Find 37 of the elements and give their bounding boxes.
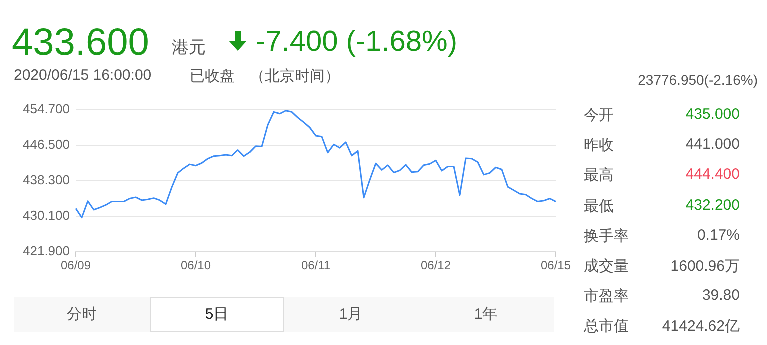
text: 1年 bbox=[418, 297, 554, 332]
text: 444.400 bbox=[684, 166, 740, 184]
y-tick-label: 446.500 bbox=[23, 137, 70, 152]
text: 今开 bbox=[584, 106, 614, 125]
text: -7.400 (-1.68%) bbox=[256, 26, 458, 59]
text: 2020/06/15 16:00:00 bbox=[14, 67, 152, 84]
x-tick-label: 06/15 bbox=[540, 258, 572, 273]
x-tick-label: 06/10 bbox=[180, 258, 212, 273]
text: 分时 bbox=[14, 297, 150, 332]
text: 已收盘 bbox=[190, 67, 235, 86]
text: 港元 bbox=[172, 37, 206, 59]
text: 41424.62亿 bbox=[661, 317, 740, 336]
x-tick-label: 06/12 bbox=[420, 258, 452, 273]
text: 最低 bbox=[584, 196, 614, 216]
text: 1600.96万 bbox=[670, 257, 740, 276]
text: 最高 bbox=[584, 166, 614, 186]
text: 成交量 bbox=[584, 257, 629, 276]
text: 435.000 bbox=[684, 106, 740, 123]
y-tick-label: 430.100 bbox=[23, 208, 70, 224]
y-tick-label: 421.900 bbox=[23, 244, 70, 259]
text: 5日 bbox=[150, 297, 284, 332]
text: 0.17% bbox=[696, 226, 740, 244]
text: 1月 bbox=[284, 297, 418, 332]
text: 市盈率 bbox=[584, 287, 629, 306]
x-tick-label: 06/11 bbox=[301, 258, 331, 273]
text: 23776.950(-2.16%) bbox=[637, 72, 758, 88]
text: 433.600 bbox=[12, 22, 150, 65]
text: 换手率 bbox=[584, 226, 629, 246]
y-tick-label: 454.700 bbox=[23, 102, 70, 117]
y-tick-label: 438.300 bbox=[23, 172, 70, 188]
text: （北京时间） bbox=[250, 67, 340, 86]
x-tick-label: 06/09 bbox=[60, 258, 92, 273]
text: 441.000 bbox=[684, 136, 740, 154]
text: 39.80 bbox=[701, 287, 740, 304]
text: 总市值 bbox=[584, 317, 629, 336]
text: 昨收 bbox=[584, 136, 614, 156]
text: 432.200 bbox=[684, 196, 740, 214]
